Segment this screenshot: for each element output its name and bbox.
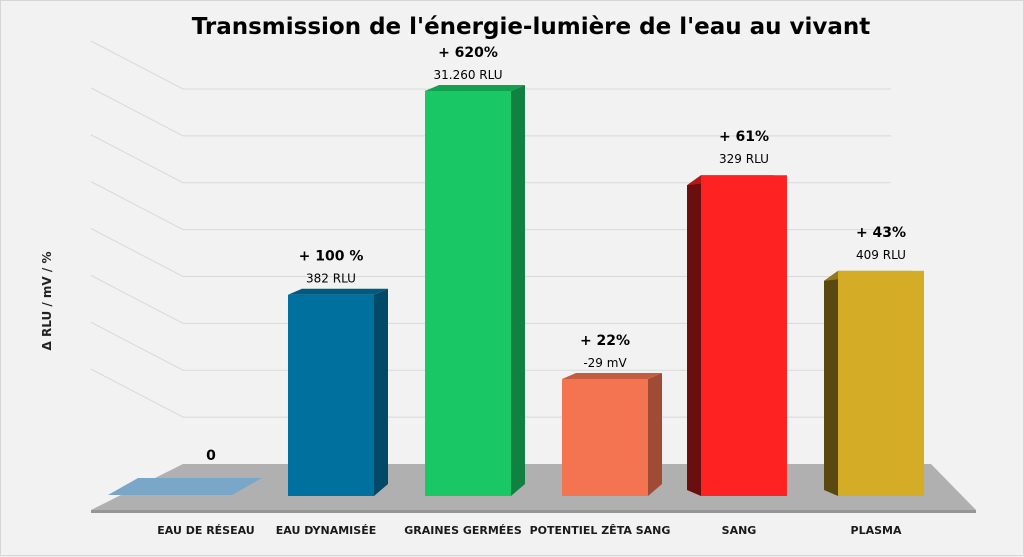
bar-4-side: [687, 175, 701, 497]
category-label: POTENTIEL ZÊTA SANG: [530, 524, 671, 537]
bar-1-front: [288, 294, 374, 496]
bar-3-top: [562, 372, 662, 379]
bar-5-front: [838, 270, 924, 496]
value-label: 382 RLU: [306, 272, 356, 286]
category-label: EAU DE RÉSEAU: [157, 524, 254, 537]
bar-4-front: [701, 175, 787, 497]
percent-label: 0: [206, 448, 216, 464]
category-labels: EAU DE RÉSEAU EAU DYNAMISÉE GRAINES GERMÉE…: [157, 524, 902, 537]
percent-label: + 61%: [719, 129, 769, 145]
chart-title: Transmission de l'énergie-lumière de l'e…: [192, 14, 871, 40]
percent-label: + 620%: [438, 45, 498, 61]
value-label: 409 RLU: [856, 248, 906, 262]
category-label: GRAINES GERMÉES: [404, 524, 522, 537]
data-labels: 0 + 100 % 382 RLU + 620% 31.260 RLU + 22% -29 …: [206, 45, 906, 464]
bar-3-side: [648, 372, 662, 496]
percent-label: + 43%: [856, 225, 906, 241]
bars: [108, 85, 924, 497]
percent-label: + 100 %: [299, 249, 364, 265]
bar-1-side: [374, 288, 388, 496]
category-label: EAU DYNAMISÉE: [276, 524, 376, 537]
gridline: [90, 87, 891, 137]
gridline: [90, 228, 891, 277]
y-axis-label: Δ RLU / mV / %: [40, 252, 54, 351]
percent-label: + 22%: [580, 333, 630, 349]
bar-2-side: [511, 85, 525, 496]
bar-5-side: [824, 270, 838, 496]
gridline: [90, 181, 891, 231]
value-label: -29 mV: [583, 356, 627, 370]
category-label: SANG: [722, 524, 757, 537]
value-label: 329 RLU: [719, 152, 769, 166]
gridline: [90, 274, 891, 324]
bar-0-plate: [108, 478, 262, 495]
gridline: [90, 40, 891, 90]
floor-edge: [91, 510, 976, 513]
gridline: [90, 321, 891, 371]
bar-2-top: [425, 85, 525, 91]
gridlines: [90, 40, 891, 418]
gridline: [90, 134, 891, 184]
value-label: 31.260 RLU: [433, 68, 502, 82]
bar-1-top: [288, 288, 388, 295]
category-label: PLASMA: [851, 524, 902, 537]
bar-2-front: [425, 91, 511, 496]
bar-3-front: [562, 378, 648, 496]
